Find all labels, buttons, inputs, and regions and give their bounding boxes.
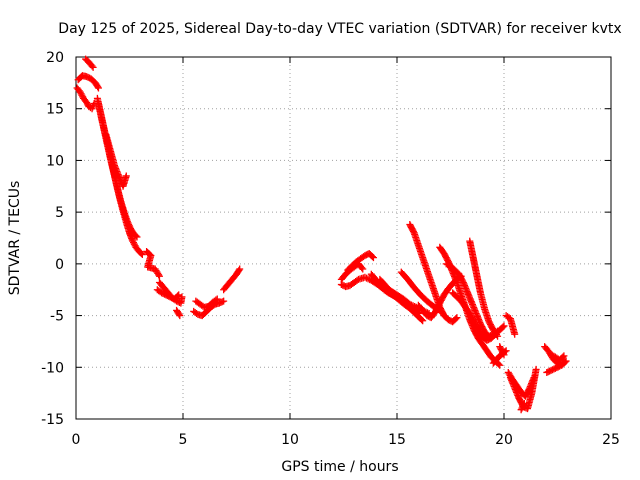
data-point bbox=[155, 272, 163, 280]
data-point bbox=[495, 360, 503, 368]
x-tick-label: 10 bbox=[281, 432, 299, 448]
data-point bbox=[517, 406, 525, 414]
data-point bbox=[138, 251, 146, 259]
data-point bbox=[425, 310, 433, 318]
data-point bbox=[499, 349, 507, 357]
data-point bbox=[436, 306, 444, 314]
data-point bbox=[175, 291, 183, 299]
data-point bbox=[456, 273, 464, 281]
data-point bbox=[417, 306, 425, 314]
data-point bbox=[212, 296, 220, 304]
data-point bbox=[560, 352, 568, 360]
data-point bbox=[530, 374, 538, 382]
data-point bbox=[359, 265, 367, 273]
data-point bbox=[358, 264, 366, 272]
x-tick-label: 25 bbox=[602, 432, 620, 448]
data-point bbox=[94, 84, 102, 92]
data-point bbox=[137, 250, 145, 258]
data-point bbox=[369, 254, 377, 262]
data-point bbox=[175, 310, 183, 318]
data-point bbox=[422, 308, 430, 316]
data-point bbox=[496, 361, 504, 369]
data-point bbox=[423, 309, 431, 317]
chart-title: Day 125 of 2025, Sidereal Day-to-day VTE… bbox=[58, 21, 621, 37]
data-point bbox=[494, 332, 502, 340]
data-point bbox=[414, 304, 422, 312]
data-point bbox=[559, 353, 567, 361]
data-point bbox=[413, 309, 421, 317]
data-point bbox=[353, 276, 361, 284]
data-point bbox=[363, 274, 371, 282]
data-point bbox=[409, 302, 417, 310]
data-point bbox=[130, 239, 138, 247]
y-tick-label: -5 bbox=[50, 309, 64, 325]
y-tick-label: -10 bbox=[41, 360, 64, 376]
data-point bbox=[155, 271, 163, 279]
y-tick-label: -15 bbox=[41, 412, 64, 428]
data-point bbox=[133, 233, 141, 241]
data-point bbox=[452, 315, 460, 323]
y-tick-label: 10 bbox=[46, 153, 64, 169]
data-point bbox=[407, 301, 415, 309]
data-point bbox=[558, 360, 566, 368]
data-point bbox=[364, 275, 372, 283]
x-tick-label: 20 bbox=[495, 432, 513, 448]
grid bbox=[76, 57, 611, 419]
data-point bbox=[235, 266, 243, 274]
data-point bbox=[520, 399, 528, 407]
data-point bbox=[368, 253, 376, 261]
data-point bbox=[418, 316, 426, 324]
data-point bbox=[412, 303, 420, 311]
y-tick-label: 0 bbox=[55, 257, 64, 273]
data-point bbox=[76, 88, 84, 96]
data-point bbox=[122, 172, 130, 180]
data-point bbox=[132, 232, 140, 240]
data-point bbox=[435, 306, 443, 314]
data-point bbox=[511, 330, 519, 338]
data-point bbox=[500, 351, 508, 359]
data-point bbox=[89, 63, 97, 71]
data-point bbox=[493, 331, 501, 339]
data-point bbox=[419, 306, 427, 314]
data-point bbox=[519, 403, 527, 411]
x-tick-label: 0 bbox=[72, 432, 81, 448]
data-point bbox=[213, 295, 221, 303]
data-point bbox=[500, 322, 508, 330]
y-tick-label: 5 bbox=[55, 205, 64, 221]
x-axis-label: GPS time / hours bbox=[281, 459, 398, 475]
data-point bbox=[220, 297, 228, 305]
x-tick-label: 5 bbox=[179, 432, 188, 448]
data-point bbox=[453, 314, 461, 322]
data-point bbox=[415, 305, 423, 313]
data-point bbox=[236, 265, 244, 273]
axis-ticks: 0 5 10 15 20 25 -15 -10 -5 0 5 10 15 20 bbox=[41, 50, 620, 448]
data-point bbox=[88, 62, 96, 70]
data-point bbox=[406, 300, 414, 308]
data-point bbox=[420, 307, 428, 315]
data-point bbox=[129, 237, 137, 245]
data-point bbox=[532, 365, 540, 373]
y-axis-label: SDTVAR / TECUs bbox=[7, 181, 23, 296]
data-point bbox=[218, 298, 226, 306]
y-tick-label: 15 bbox=[46, 102, 64, 118]
data-point bbox=[419, 317, 427, 325]
data-point bbox=[361, 273, 369, 281]
y-tick-label: 20 bbox=[46, 50, 64, 66]
data-point bbox=[499, 323, 507, 331]
data-point bbox=[457, 272, 465, 280]
data-point bbox=[77, 90, 85, 98]
data-point bbox=[78, 91, 86, 99]
data-point bbox=[94, 83, 102, 91]
x-tick-label: 15 bbox=[388, 432, 406, 448]
data-point bbox=[176, 312, 184, 320]
plot-frame bbox=[75, 56, 612, 420]
data-point bbox=[518, 404, 526, 412]
data-point bbox=[411, 303, 419, 311]
data-point bbox=[174, 292, 182, 300]
data-point bbox=[130, 240, 138, 248]
data-point bbox=[520, 401, 528, 409]
data-point bbox=[560, 359, 568, 367]
data-marks bbox=[73, 55, 570, 414]
